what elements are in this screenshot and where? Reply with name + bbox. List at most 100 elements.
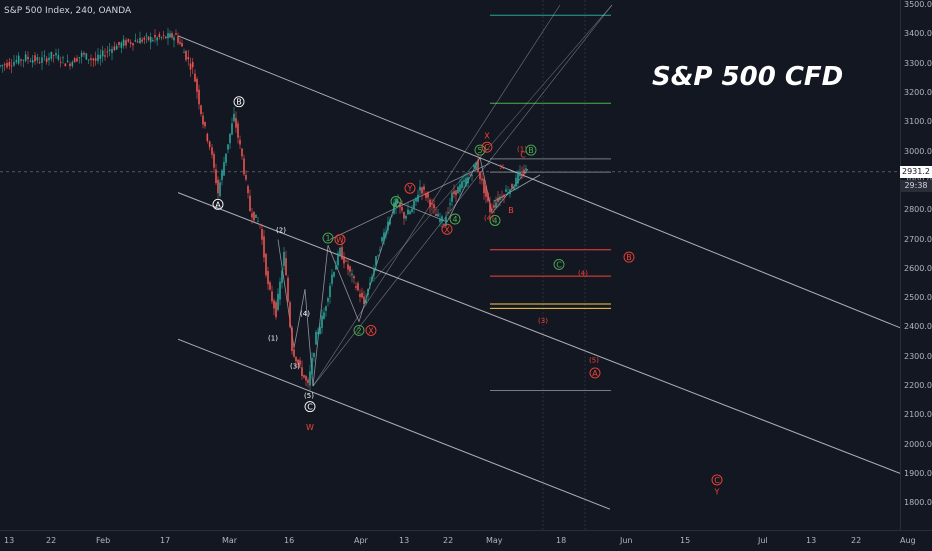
candle-body — [401, 207, 403, 211]
wave-label-circle — [212, 198, 224, 210]
candle-body — [189, 63, 192, 70]
candle-body — [17, 55, 20, 64]
candle-body — [76, 58, 78, 62]
wave-label-text: (5) — [589, 357, 599, 365]
candle-body — [427, 192, 429, 198]
candle-body — [493, 205, 495, 208]
candle-body — [309, 371, 311, 386]
wave-label-circle — [322, 232, 334, 244]
candle-body — [377, 255, 379, 257]
candle-body — [15, 60, 18, 63]
candle-body — [139, 37, 141, 44]
wave-label-text: A — [592, 369, 598, 378]
candle-body — [501, 197, 503, 199]
candle-body — [59, 61, 62, 63]
candle-body — [315, 331, 317, 345]
candle-body — [36, 57, 39, 61]
candle-body — [271, 291, 273, 302]
candle-body — [257, 221, 259, 223]
candle-body — [279, 281, 281, 300]
candle-body — [145, 35, 148, 37]
price-tick-label: 3400.0 — [904, 29, 932, 39]
candle-body — [243, 158, 245, 175]
candle-body — [160, 37, 163, 38]
fan-line — [374, 4, 613, 280]
candle-body — [113, 46, 116, 51]
candle-body — [365, 299, 367, 304]
candle-body — [385, 231, 387, 236]
candle-body — [297, 359, 299, 364]
candle-body — [183, 52, 185, 53]
candle-body — [158, 34, 161, 38]
candle-body — [479, 171, 481, 180]
candle-body — [149, 36, 152, 43]
candle-body — [431, 203, 433, 205]
candle-body — [475, 162, 477, 170]
candle-body — [411, 208, 413, 212]
time-tick-label: 13 — [4, 536, 15, 545]
wave-label-circle — [233, 96, 245, 108]
candle-body — [235, 118, 237, 128]
time-tick-label: 22 — [443, 536, 454, 545]
price-tick-label: 2100.0 — [904, 410, 932, 420]
candle-body — [495, 202, 497, 208]
horizontal-levels — [490, 14, 611, 391]
candle-body — [403, 212, 405, 219]
candle-body — [441, 216, 443, 222]
candle-body — [152, 40, 154, 41]
candle-body — [425, 192, 427, 198]
candle-body — [513, 186, 515, 191]
candle-body — [167, 33, 169, 39]
candle-body — [293, 349, 295, 357]
wave-label-circle — [365, 324, 377, 336]
candle-body — [289, 302, 291, 327]
candle-body — [208, 141, 211, 148]
candle-body — [511, 184, 513, 189]
candle-body — [369, 282, 371, 286]
price-tick-label: 2500.0 — [904, 293, 932, 303]
wave-label-text: Y — [714, 488, 720, 497]
candle-body — [517, 174, 519, 184]
time-axis[interactable]: 13 22 Feb 17 Mar 16 Apr 13 22 May 18 Jun 15 Jul 13 22 Au… — [0, 530, 932, 551]
price-tick-label: 3500.0 — [904, 0, 932, 9]
wave-label-circle — [404, 182, 416, 194]
candle-body — [317, 332, 319, 334]
candle-body — [165, 36, 167, 39]
candle-body — [299, 360, 301, 365]
wave-label-text: (4) — [484, 215, 494, 223]
wave-label-text: (3) — [538, 317, 548, 325]
candle-body — [391, 214, 393, 216]
candle-body — [132, 43, 134, 46]
candle-body — [459, 184, 461, 192]
wave-label-circle — [441, 223, 453, 235]
wave-label-text: 2 — [356, 326, 361, 335]
candle-body — [118, 41, 120, 45]
candle-body — [373, 268, 375, 275]
candle-body — [3, 64, 6, 66]
price-axis[interactable]: 3500.03400.03300.03200.03100.03000.02900… — [900, 0, 932, 530]
candle-body — [108, 49, 111, 51]
candle-body — [287, 277, 289, 302]
candle-body — [483, 179, 485, 194]
candle-body — [509, 189, 511, 194]
candle-body — [122, 39, 125, 46]
candle-body — [389, 219, 391, 225]
candle-body — [24, 54, 27, 61]
time-tick-label: May — [486, 536, 503, 545]
candle-body — [175, 33, 177, 35]
candle-body — [457, 186, 459, 194]
candle-body — [347, 264, 349, 270]
wave-label-circle — [589, 367, 601, 379]
candle-body — [253, 211, 255, 221]
candle-body — [407, 209, 409, 215]
candle-body — [125, 40, 127, 46]
candle-body — [227, 144, 229, 150]
time-tick-label: 22 — [851, 536, 862, 545]
candle-body — [219, 182, 221, 197]
wave-label-text: C — [307, 403, 313, 412]
candle-body — [281, 270, 283, 283]
wave-leg-line — [395, 201, 448, 223]
candle-body — [62, 57, 64, 59]
candle-body — [291, 327, 293, 351]
